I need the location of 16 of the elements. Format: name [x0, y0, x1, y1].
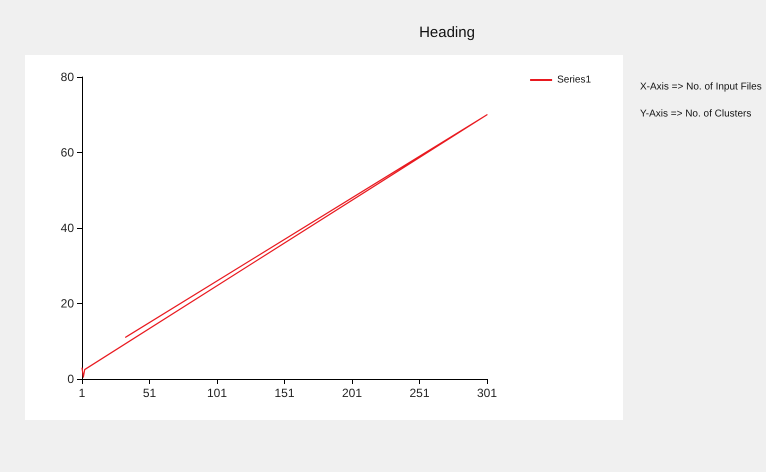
legend-label: Series1	[557, 74, 592, 86]
x-tick-label: 1	[78, 386, 86, 400]
y-tick-label: 40	[60, 221, 74, 235]
y-tick-label: 0	[67, 372, 74, 386]
x-tick-label: 51	[142, 386, 156, 400]
x-tick-label: 101	[206, 386, 228, 400]
x-tick-label: 151	[274, 386, 295, 400]
y-tick-label: 80	[60, 70, 74, 84]
x-tick-label: 201	[342, 386, 362, 400]
text: Y-Axis => No. of Clusters	[640, 108, 752, 120]
x-tick-label: 301	[476, 386, 498, 400]
y-tick-label: 60	[60, 146, 74, 160]
chart-title: Heading	[419, 24, 475, 41]
text: X-Axis => No. of Input Files	[640, 82, 762, 92]
y-tick-label: 20	[60, 296, 74, 310]
x-tick-label: 251	[409, 386, 430, 400]
